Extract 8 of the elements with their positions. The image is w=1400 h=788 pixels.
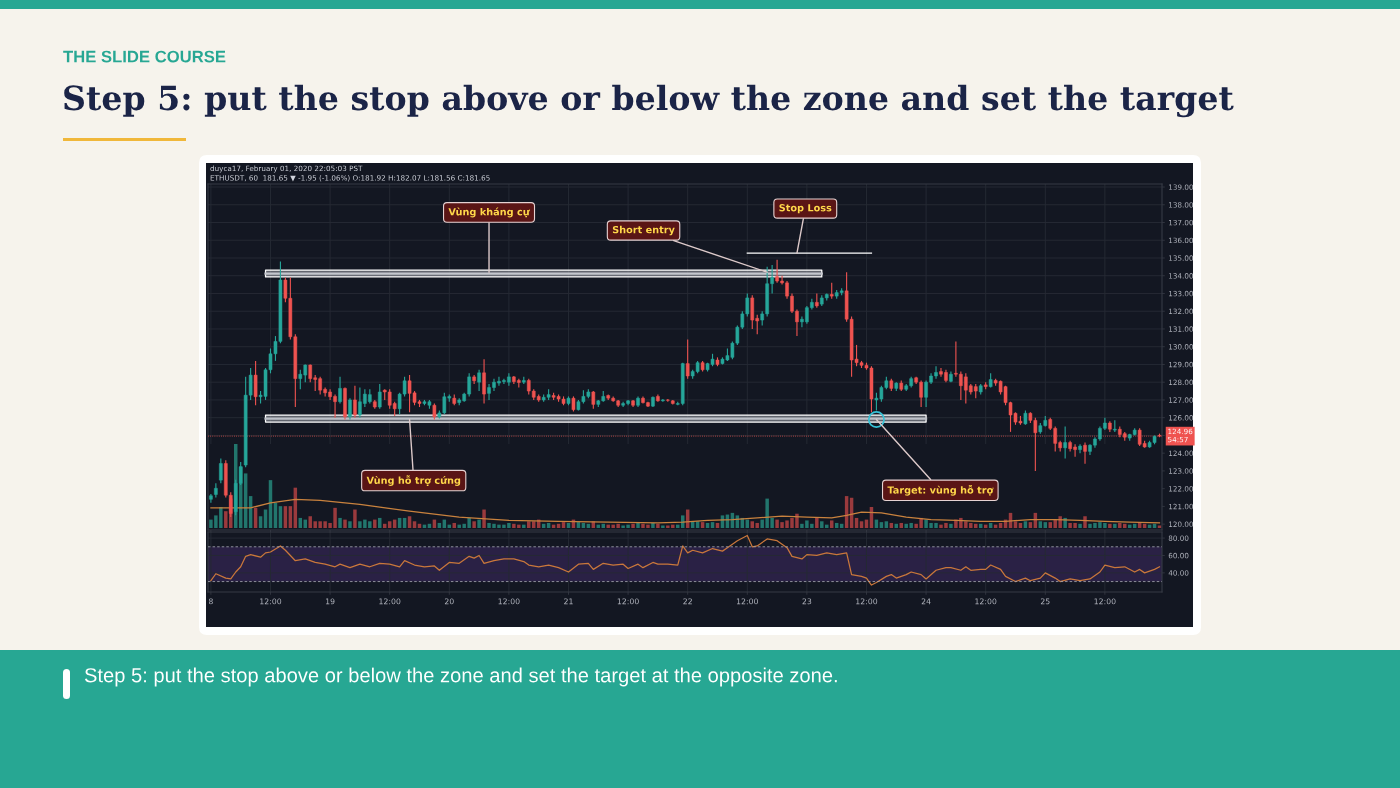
annotation: Vùng kháng cự (448, 207, 530, 218)
chart-subtitle: THE SLIDE COURSE (63, 50, 226, 63)
text: Step 5: put the stop above or below the zone and set the target at the opposite zone. (84, 667, 837, 687)
annotation: Vùng hỗ trợ cứng (366, 475, 461, 486)
annotation: Stop Loss (779, 204, 832, 214)
annotation: Short entry (612, 225, 675, 236)
annotation: Target: vùng hỗ trợ (887, 484, 994, 496)
chart-title: Step 5: put the stop above or below the zone and set the target (64, 84, 1234, 118)
